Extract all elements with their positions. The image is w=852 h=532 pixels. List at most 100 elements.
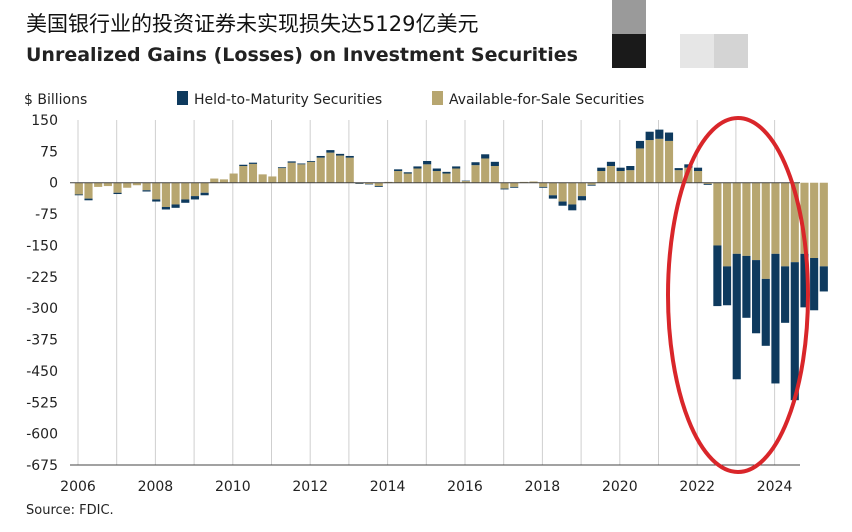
bar-htm bbox=[161, 206, 170, 210]
bar-htm bbox=[142, 190, 151, 192]
bar-htm bbox=[171, 204, 180, 208]
x-tick-label: 2024 bbox=[757, 479, 793, 495]
bar-afs bbox=[403, 173, 412, 183]
bar-htm bbox=[616, 167, 625, 172]
bar-afs bbox=[84, 182, 93, 199]
bar-afs bbox=[703, 182, 712, 184]
bar-htm bbox=[113, 192, 122, 195]
bar-afs bbox=[94, 182, 103, 187]
bar-htm bbox=[645, 131, 654, 141]
bar-afs bbox=[781, 182, 790, 267]
bar-afs bbox=[171, 182, 180, 205]
bar-htm bbox=[558, 201, 567, 206]
bar-htm bbox=[248, 162, 258, 164]
y-tick-label: -150 bbox=[26, 238, 58, 254]
bar-htm bbox=[800, 253, 809, 308]
bar-afs bbox=[597, 171, 606, 183]
bar-htm bbox=[732, 253, 741, 380]
pixelated-overlay bbox=[680, 34, 714, 68]
bar-afs bbox=[645, 140, 654, 183]
bar-htm bbox=[548, 195, 557, 199]
bar-htm bbox=[239, 164, 248, 166]
y-tick-label: 0 bbox=[49, 176, 58, 192]
y-tick-label: -225 bbox=[26, 270, 58, 286]
bar-afs bbox=[616, 171, 625, 183]
bar-htm bbox=[664, 132, 674, 141]
bar-afs bbox=[287, 162, 296, 183]
x-tick-label: 2010 bbox=[215, 479, 251, 495]
bar-afs bbox=[800, 182, 809, 254]
bar-htm bbox=[277, 167, 287, 169]
bar-afs bbox=[471, 165, 480, 183]
x-tick-label: 2018 bbox=[525, 479, 561, 495]
y-tick-label: -300 bbox=[26, 301, 58, 317]
bar-afs bbox=[510, 182, 519, 187]
bar-htm bbox=[587, 184, 596, 186]
y-tick-label: 75 bbox=[40, 144, 58, 160]
bar-htm bbox=[819, 266, 828, 292]
bar-htm bbox=[606, 161, 616, 166]
bar-afs bbox=[152, 182, 161, 200]
bar-afs bbox=[481, 158, 490, 183]
bar-afs bbox=[181, 182, 190, 200]
bar-afs bbox=[374, 182, 383, 187]
bar-htm bbox=[810, 258, 819, 311]
bar-afs bbox=[500, 182, 509, 189]
x-tick-label: 2012 bbox=[292, 479, 328, 495]
y-tick-label: -525 bbox=[26, 395, 58, 411]
bar-afs bbox=[190, 182, 200, 197]
chart-title-chinese: 美国银行业的投资证券未实现损失达5129亿美元 bbox=[26, 12, 479, 36]
legend-swatch-htm bbox=[177, 91, 188, 105]
x-tick-label: 2014 bbox=[370, 479, 406, 495]
bar-htm bbox=[510, 186, 519, 188]
bar-afs bbox=[810, 182, 819, 258]
bar-afs bbox=[219, 179, 229, 183]
y-axis-label: $ Billions bbox=[24, 92, 87, 108]
bar-afs bbox=[442, 173, 451, 183]
bar-htm bbox=[761, 278, 770, 346]
bar-htm bbox=[287, 161, 296, 163]
bar-htm bbox=[335, 153, 345, 156]
bar-afs bbox=[413, 168, 422, 183]
bar-htm bbox=[84, 198, 93, 201]
bar-htm bbox=[481, 154, 490, 159]
pixelated-overlay bbox=[714, 34, 748, 68]
bar-htm bbox=[771, 253, 780, 384]
bar-htm bbox=[490, 161, 499, 166]
bar-afs bbox=[722, 182, 732, 267]
bar-htm bbox=[500, 188, 509, 190]
bar-htm bbox=[471, 162, 480, 166]
bar-afs bbox=[210, 178, 219, 183]
chart-title: Unrealized Gains (Losses) on Investment … bbox=[26, 44, 578, 66]
bar-htm bbox=[452, 166, 461, 169]
highlight-ellipse bbox=[666, 116, 810, 474]
bar-afs bbox=[771, 182, 780, 254]
legend-swatch-afs bbox=[432, 91, 443, 105]
bar-afs bbox=[229, 173, 238, 183]
bar-afs bbox=[123, 182, 132, 188]
bar-htm bbox=[200, 192, 209, 196]
bar-afs bbox=[394, 171, 403, 183]
bar-afs bbox=[577, 182, 587, 197]
bar-afs bbox=[606, 166, 616, 183]
bar-afs bbox=[326, 152, 335, 183]
x-tick-label: 2016 bbox=[447, 479, 483, 495]
bar-afs bbox=[819, 182, 828, 267]
bar-afs bbox=[113, 182, 122, 193]
bar-htm bbox=[316, 155, 325, 158]
pixelated-overlay bbox=[612, 0, 646, 34]
bar-afs bbox=[200, 182, 209, 193]
x-tick-label: 2008 bbox=[138, 479, 174, 495]
bar-htm bbox=[655, 129, 664, 139]
bar-afs bbox=[568, 182, 577, 205]
bar-htm bbox=[597, 167, 606, 172]
y-tick-label: -75 bbox=[35, 207, 58, 223]
bar-htm bbox=[297, 163, 306, 165]
bar-htm bbox=[703, 183, 712, 185]
bar-htm bbox=[568, 204, 577, 211]
bar-afs bbox=[674, 170, 683, 183]
bar-htm bbox=[722, 266, 732, 306]
bar-afs bbox=[752, 182, 761, 261]
bar-htm bbox=[190, 196, 200, 200]
